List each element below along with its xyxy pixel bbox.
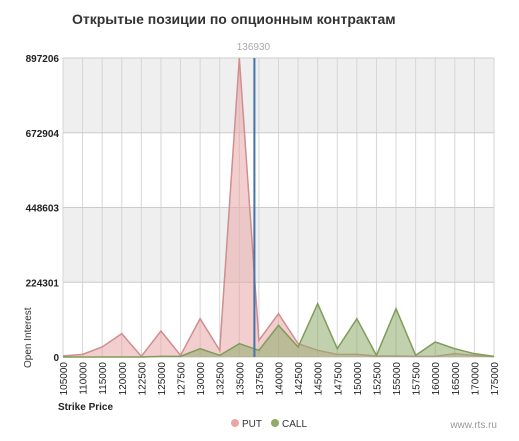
legend[interactable]: PUT CALL [231, 419, 307, 430]
x-tick-label: 140000 [275, 362, 286, 396]
y-tick-label: 897206 [26, 54, 60, 65]
credit-link[interactable]: www.rts.ru [449, 420, 497, 431]
x-tick-label: 157500 [412, 362, 423, 396]
x-tick-label: 115000 [98, 362, 109, 395]
y-axis-label: Open Interest [23, 307, 34, 368]
x-axis-ticks: 105000 110000 115000 120000 122500 125000 1275… [59, 362, 501, 396]
call-line [63, 301, 495, 358]
call-area [63, 303, 494, 357]
y-tick-label: 448603 [26, 204, 60, 215]
x-tick-label: 125000 [157, 362, 168, 396]
legend-put-label[interactable]: PUT [242, 419, 262, 430]
x-tick-label: 165000 [451, 362, 462, 396]
x-tick-label: 152500 [372, 362, 383, 396]
marker-label: 136930 [237, 42, 271, 53]
x-tick-label: 122500 [137, 362, 148, 396]
x-tick-label: 120000 [118, 362, 129, 396]
x-tick-label: 132500 [216, 362, 227, 396]
x-tick-label: 155000 [392, 362, 403, 396]
x-tick-label: 175000 [490, 362, 501, 396]
x-tick-label: 110000 [79, 362, 90, 395]
legend-put-icon [231, 419, 239, 427]
y-tick-label: 224301 [26, 278, 60, 289]
y-tick-label: 672904 [26, 129, 60, 140]
legend-call-label[interactable]: CALL [282, 419, 307, 430]
y-tick-label: 0 [53, 353, 59, 364]
x-tick-label: 127500 [177, 362, 188, 396]
x-axis-label: Strike Price [58, 402, 113, 413]
y-axis-ticks: 0 224301 448603 672904 897206 [26, 54, 60, 364]
x-tick-label: 150000 [353, 362, 364, 396]
x-tick-label: 105000 [59, 362, 70, 396]
x-tick-label: 142500 [294, 362, 305, 396]
x-tick-label: 145000 [314, 362, 325, 396]
x-tick-label: 130000 [196, 362, 207, 396]
chart-title: Открытые позиции по опционным контрактам [72, 11, 396, 27]
call-series [63, 301, 495, 358]
x-tick-label: 147500 [333, 362, 344, 396]
strike-marker: 136930 [237, 42, 271, 357]
plot-grid [62, 57, 495, 358]
x-tick-label: 160000 [431, 362, 442, 396]
x-tick-label: 137500 [255, 362, 266, 396]
x-tick-label: 135000 [235, 362, 246, 396]
x-tick-label: 170000 [470, 362, 481, 396]
legend-call-icon [271, 419, 279, 427]
